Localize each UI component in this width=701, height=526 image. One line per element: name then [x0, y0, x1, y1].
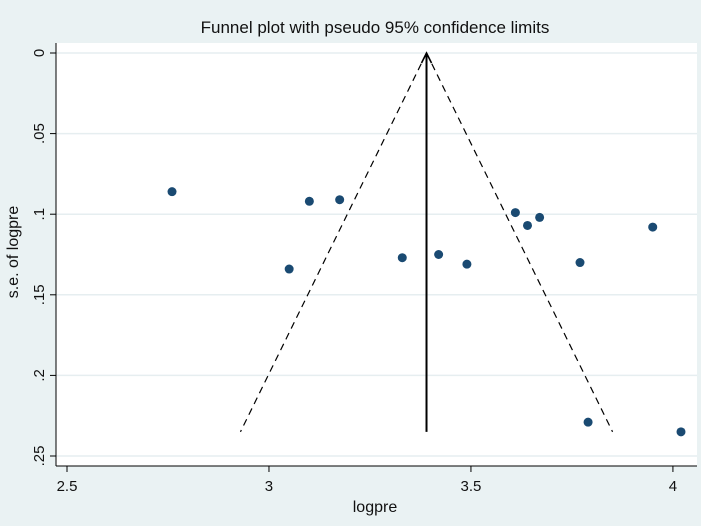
y-tick-label: .15 [31, 284, 48, 305]
data-point [523, 220, 532, 230]
data-point [676, 427, 686, 437]
y-tick-label: .2 [31, 369, 48, 382]
lower-confidence-limit [239, 52, 428, 433]
data-point [510, 208, 520, 218]
data-points [167, 187, 686, 437]
y-tick-label: .05 [31, 123, 48, 144]
y-axis-title: s.e. of logpre [5, 206, 22, 299]
data-point [583, 417, 593, 427]
data-point [284, 264, 294, 274]
data-point [462, 259, 472, 269]
chart-title: Funnel plot with pseudo 95% confidence l… [201, 18, 550, 37]
data-point [535, 212, 545, 222]
data-point [575, 258, 585, 268]
x-axis-ticks: 2.5 3 3.5 4 [57, 466, 677, 495]
y-tick-label: .25 [31, 446, 48, 467]
data-point [167, 187, 177, 197]
x-axis-title: logpre [353, 499, 398, 516]
pooled-estimate-arrowhead [420, 51, 433, 64]
data-point [304, 196, 314, 206]
x-tick-label: 2.5 [57, 478, 78, 495]
y-axis-ticks: 0 .05 .1 .15 .2 .25 [31, 49, 56, 467]
data-point [648, 222, 658, 232]
x-tick-label: 3 [265, 478, 273, 495]
x-tick-label: 3.5 [461, 478, 482, 495]
data-point [434, 250, 444, 259]
funnel-lines [239, 51, 614, 433]
grid-lines [56, 52, 697, 457]
data-point [335, 195, 345, 205]
y-tick-label: .1 [31, 208, 48, 221]
plot-area [56, 43, 697, 466]
upper-confidence-limit [425, 52, 614, 433]
y-tick-label: 0 [31, 49, 48, 57]
x-tick-label: 4 [669, 478, 677, 495]
data-point [397, 253, 407, 263]
